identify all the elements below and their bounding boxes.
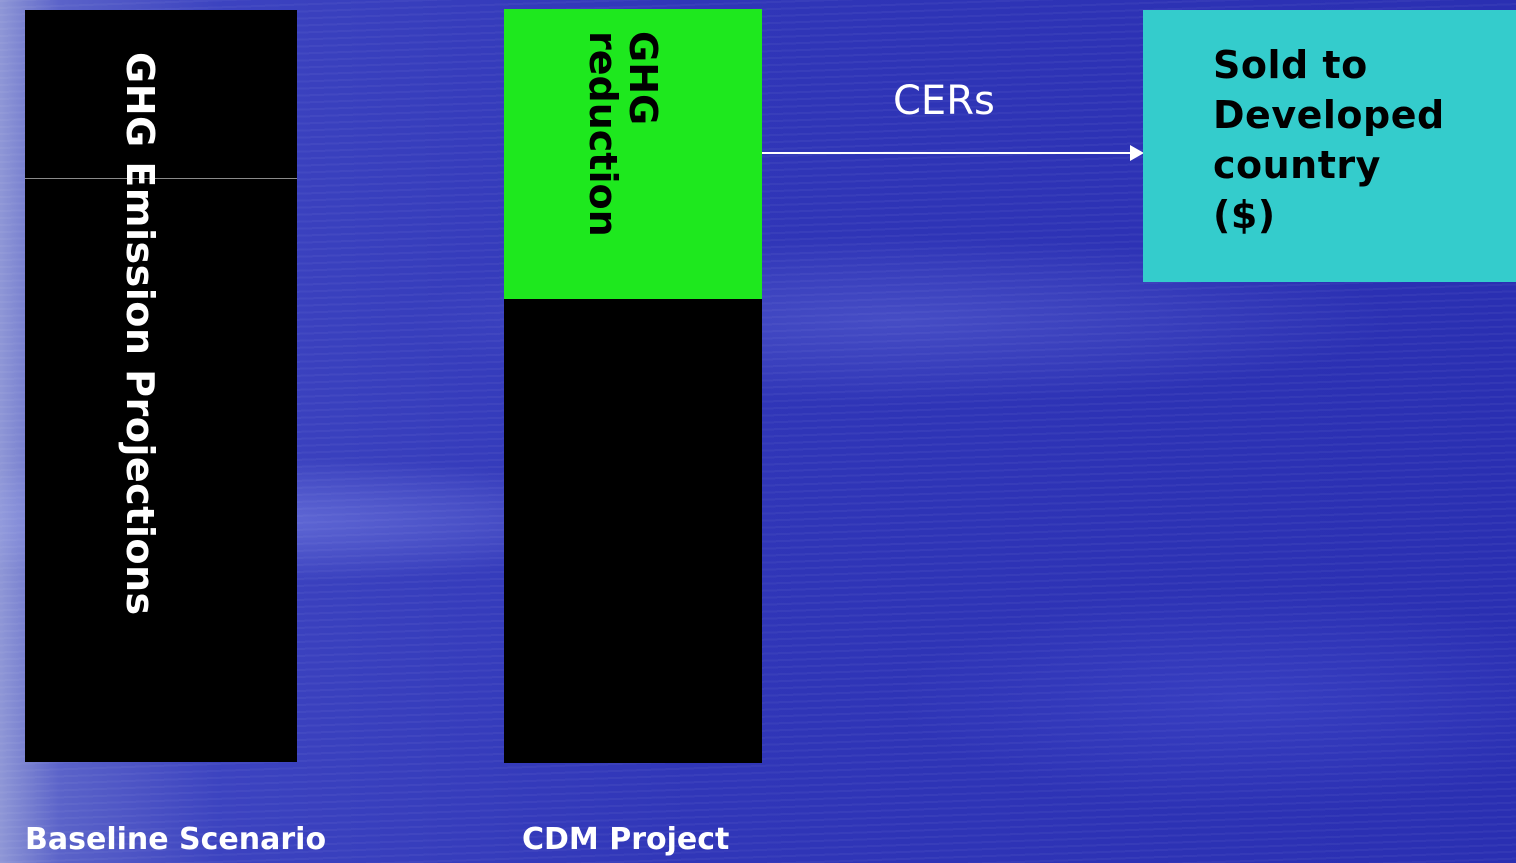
sold-line-3: country [1213,143,1381,187]
cdm-project-caption: CDM Project [522,822,730,857]
cers-arrow-line [762,152,1134,154]
baseline-bar-divider [25,178,297,179]
baseline-scenario-caption: Baseline Scenario [25,822,327,857]
cers-label: CERs [893,78,995,124]
sold-line-1: Sold to [1213,43,1368,87]
baseline-bar-label: GHG Emission Projections [117,52,162,616]
ghg-reduction-label: GHG reduction [580,31,665,237]
cdm-project-bar: GHG reduction [504,9,762,763]
ghg-reduction-segment [504,9,762,299]
sold-box-text: Sold to Developed country ($) [1213,40,1516,240]
sold-line-2: Developed [1213,93,1445,137]
sold-to-developed-country-box: Sold to Developed country ($) [1143,10,1516,282]
baseline-emission-bar [25,10,297,762]
ghg-reduction-label-line1: GHG [620,31,665,126]
sold-line-4: ($) [1213,193,1276,237]
ghg-reduction-label-line2: reduction [580,31,625,237]
arrow-right-icon [1130,145,1144,161]
